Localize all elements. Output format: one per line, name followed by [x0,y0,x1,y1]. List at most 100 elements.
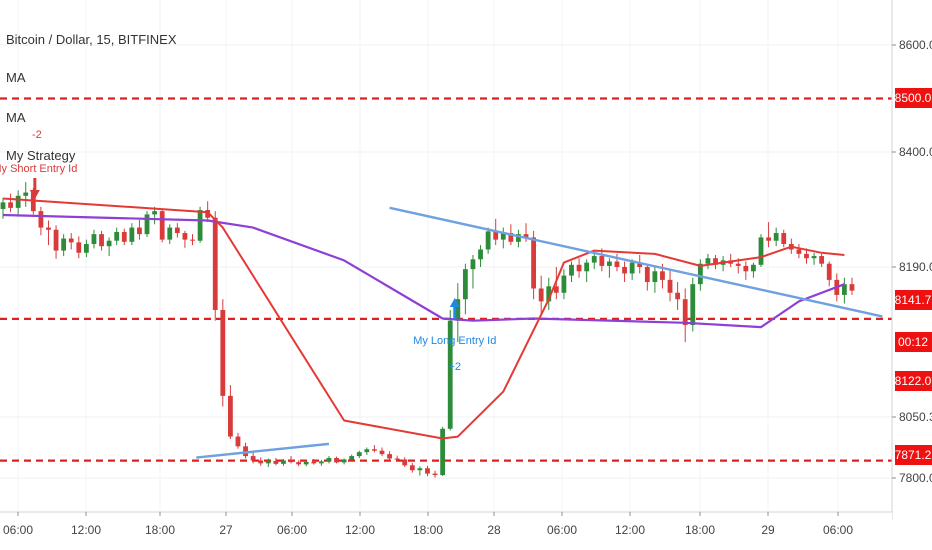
candle-body [629,262,635,274]
y-tick-label: 8400.0 [899,145,932,159]
candle-body [538,288,544,302]
candle-body [644,267,650,283]
candle-body [849,284,855,291]
x-tick-label: 06:00 [3,523,33,537]
candle-body [819,256,825,264]
candle-body [576,264,582,272]
candle-body [440,428,446,476]
candle-body [591,256,597,263]
candle-body [258,460,264,464]
candle-body [341,459,347,463]
candle-body [553,286,559,293]
candle-body [152,211,157,215]
candle-body [197,210,203,241]
candle-body [76,242,82,253]
candle-body [796,249,802,254]
candle-body [561,275,567,293]
price-tag-box [895,445,932,465]
time-axis-panel[interactable] [0,512,892,550]
indicator-lines [2,197,883,459]
x-tick-label: 12:00 [615,523,645,537]
candle-body [288,460,294,463]
candle-body [114,231,120,241]
candle-body [743,265,749,272]
candle-body [205,210,211,218]
x-tick-label: 28 [487,523,501,537]
candle-body [516,234,521,242]
candle-body [523,234,529,238]
candle-body [61,238,67,251]
price-axis-panel[interactable] [892,0,932,520]
price-tag-box [895,332,932,352]
time-axis-labels: 06:00 12:00 18:00 27 06:00 12:00 18:00 28 06:00 1… [3,512,853,537]
candle-body [607,261,612,266]
x-tick-label: 29 [761,523,775,537]
price-tag-label: 8122.0 [895,374,932,388]
candle-body [99,234,104,247]
indicator-ma-slow-label[interactable]: MA [6,110,26,125]
x-tick-label: 27 [219,523,233,537]
candle-body [220,309,226,396]
price-tag-box [895,371,932,391]
candle-body [387,454,392,459]
x-tick-label: 06:00 [823,523,853,537]
candle-body [614,261,620,267]
x-tick-label: 18:00 [145,523,175,537]
candle-body [296,462,302,465]
candle-body [23,192,29,196]
candle-body [417,468,423,471]
long-entry-arrow [449,298,460,319]
chart-legend: Bitcoin / Dollar, 15, BITFINEX MA MA My … [6,32,177,163]
candle-body [46,227,51,230]
x-tick-label: 12:00 [71,523,101,537]
candle-body [697,263,703,285]
candle-body [804,253,809,259]
candle-body [432,473,438,476]
long-entry-label: My Long Entry Id [413,335,496,347]
candle-body [159,211,165,240]
candle-body [660,271,665,280]
candle-body [841,284,847,295]
candle-body [243,446,248,457]
ma-fast-line [2,197,845,440]
candle-body [379,450,385,455]
y-tick-label: 8050.3 [899,410,932,424]
candle-body [303,461,309,465]
candle-body [599,256,605,266]
candle-body [500,233,506,240]
candle-body [129,227,135,242]
ma-slow-line [2,213,845,329]
price-tag-label: 8500.0 [895,91,932,105]
candle-body [546,286,552,302]
candle-body [356,452,362,457]
candle-body [531,237,536,289]
candle-body [447,320,453,429]
candle-body [682,299,688,325]
candle-body [637,262,643,267]
candle-body [493,231,499,240]
candle-body [690,284,696,325]
candle-body [675,292,681,300]
indicator-ma-fast-label[interactable]: MA [6,70,26,85]
candle-body [68,238,74,243]
candle-body [318,461,324,464]
candle-body [569,264,574,276]
x-tick-label: 06:00 [547,523,577,537]
candle-body [174,227,180,234]
symbol-title[interactable]: Bitcoin / Dollar, 15, BITFINEX [6,32,177,47]
candle-body [228,395,233,437]
candle-body [508,233,514,242]
candle-body [334,458,339,463]
candle-body [364,449,370,453]
x-tick-label: 06:00 [277,523,307,537]
candle-body [182,233,188,240]
candle-body [402,459,408,466]
candle-body [584,262,590,272]
y-tick-label: 7800.0 [899,471,932,485]
indicator-strategy-label[interactable]: My Strategy [6,148,76,163]
candle-body [811,256,817,259]
candle-body [235,436,241,447]
x-tick-label: 12:00 [345,523,375,537]
